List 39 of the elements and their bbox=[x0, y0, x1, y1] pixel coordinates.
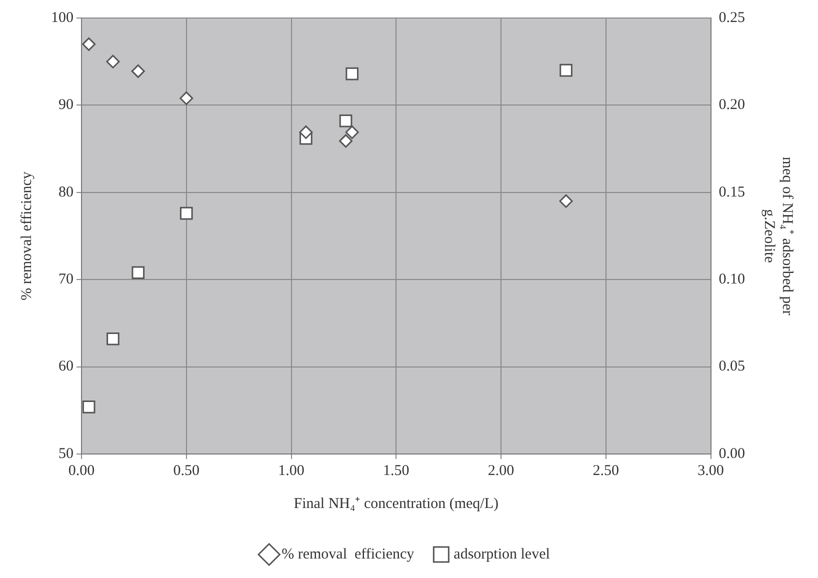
y-tick-label: 100 bbox=[51, 10, 74, 26]
legend-label: adsorption level bbox=[454, 546, 550, 562]
point bbox=[106, 54, 120, 68]
legend-label: % removal efficiency bbox=[282, 546, 415, 562]
y-tick-label: 80 bbox=[58, 184, 74, 200]
x-tick-label: 2.00 bbox=[488, 462, 514, 479]
point bbox=[180, 206, 193, 220]
y2-tick-label: 0.10 bbox=[718, 272, 745, 288]
point bbox=[132, 266, 145, 280]
point bbox=[106, 332, 120, 346]
x-tick-label: 1.00 bbox=[278, 462, 304, 479]
y2-tick-label: 0.05 bbox=[718, 358, 745, 375]
point bbox=[131, 64, 145, 78]
y-axis-title: % removal efficiency bbox=[18, 171, 35, 300]
y-tick-label: 70 bbox=[58, 272, 74, 288]
y-tick-label: 60 bbox=[58, 358, 74, 375]
point bbox=[560, 64, 572, 77]
point bbox=[82, 400, 96, 414]
x-tick-label: 2.50 bbox=[592, 462, 619, 479]
point bbox=[339, 134, 353, 148]
point bbox=[299, 125, 313, 139]
y2-tick-label: 0.25 bbox=[718, 10, 745, 26]
point bbox=[345, 125, 359, 139]
point bbox=[180, 91, 194, 105]
y2-tick-label: 0.15 bbox=[718, 184, 745, 200]
x-tick-label: 3.00 bbox=[698, 462, 724, 479]
point bbox=[82, 37, 96, 51]
x-tick-label: 0.50 bbox=[173, 462, 200, 479]
y2-tick-label: 0.20 bbox=[718, 97, 745, 114]
y-tick-label: 50 bbox=[58, 446, 74, 462]
x-axis-title: Final NH₄⁺ concentration (meq/L) bbox=[294, 496, 499, 512]
point bbox=[339, 114, 352, 128]
x-tick-label: 1.50 bbox=[383, 462, 410, 479]
y2-axis-title: meq of NH₄⁺ adsorbed per g.Zeolite bbox=[761, 156, 796, 316]
point bbox=[346, 67, 358, 80]
y-tick-label: 90 bbox=[58, 97, 74, 114]
x-tick-label: 0.00 bbox=[68, 462, 95, 479]
y2-tick-label: 0.00 bbox=[718, 446, 745, 462]
point bbox=[559, 194, 573, 208]
